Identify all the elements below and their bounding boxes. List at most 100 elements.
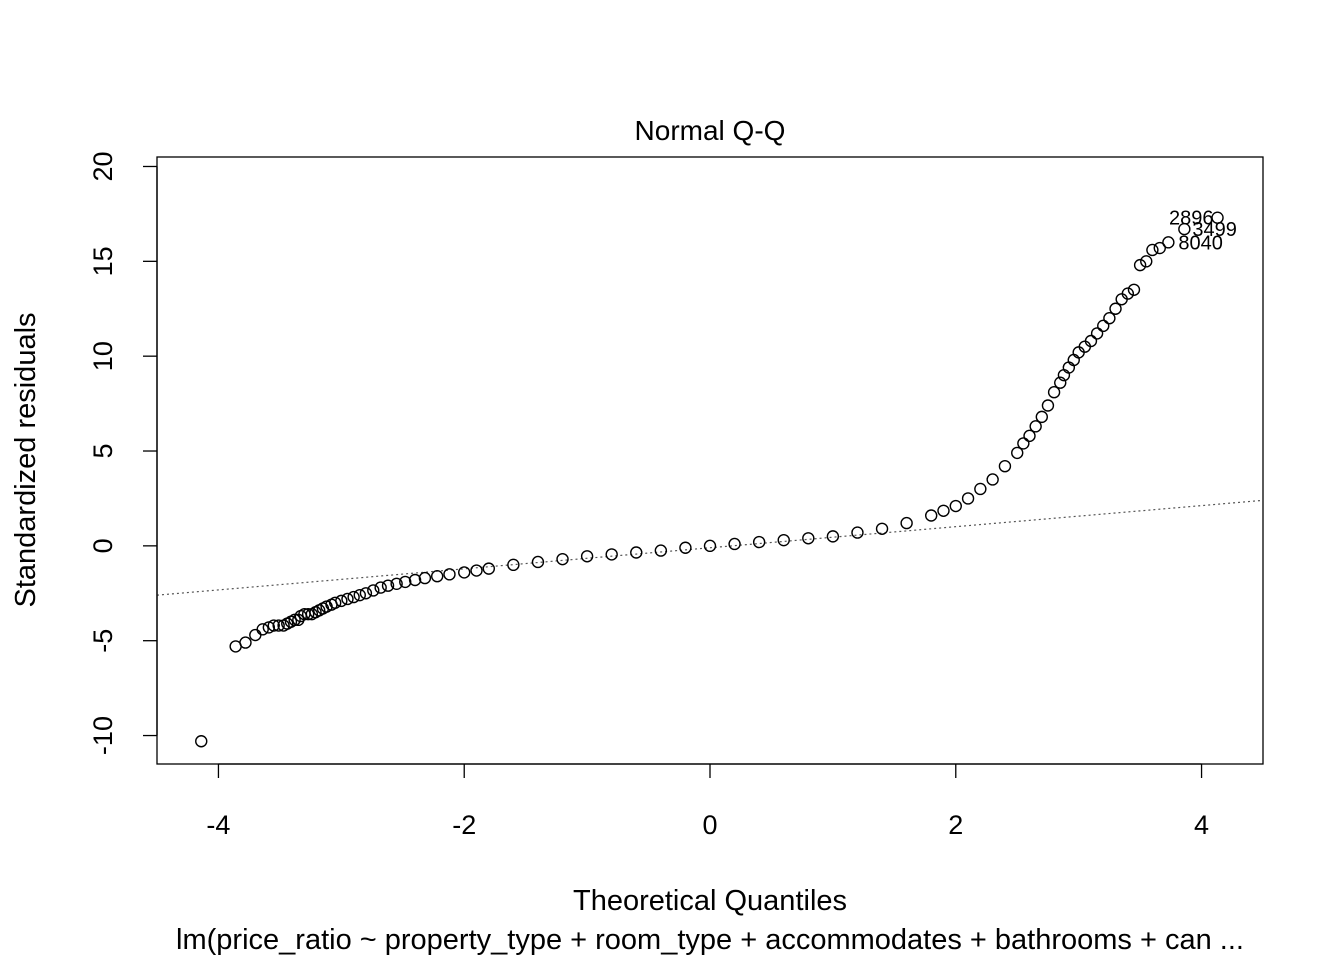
y-tick-label: -10 xyxy=(88,716,118,755)
plot-frame xyxy=(156,156,1264,765)
data-point xyxy=(458,566,471,579)
point-label: 2896 xyxy=(1169,208,1214,230)
data-point xyxy=(998,459,1012,473)
data-point xyxy=(470,564,483,577)
data-point xyxy=(531,555,545,569)
reference-line-layer xyxy=(156,499,1264,596)
data-point xyxy=(1153,241,1166,255)
data-point xyxy=(272,619,285,632)
x-axis: -4 -2 0 2 4 xyxy=(206,763,1209,840)
data-point xyxy=(256,623,269,636)
data-point xyxy=(359,587,373,600)
y-tick-label: -5 xyxy=(88,629,118,653)
data-point xyxy=(1017,437,1030,450)
data-point xyxy=(288,613,301,627)
data-point xyxy=(986,473,999,486)
data-point xyxy=(679,541,692,554)
data-point xyxy=(937,504,950,517)
data-point xyxy=(925,509,938,522)
data-point xyxy=(1084,334,1098,348)
data-point xyxy=(1109,302,1122,315)
data-point xyxy=(1127,283,1141,296)
data-point xyxy=(267,619,280,632)
data-point xyxy=(507,558,520,572)
data-point xyxy=(1211,211,1224,224)
data-point xyxy=(1090,327,1104,340)
data-point xyxy=(430,570,444,583)
data-point xyxy=(328,596,342,609)
data-point xyxy=(1054,376,1067,389)
data-point xyxy=(1011,446,1024,460)
data-point xyxy=(353,588,366,602)
data-point xyxy=(1133,258,1147,272)
data-point xyxy=(1035,410,1049,424)
reference-line xyxy=(156,499,1264,596)
data-point xyxy=(580,550,594,563)
data-point xyxy=(630,546,643,559)
data-point xyxy=(1029,420,1042,433)
data-point xyxy=(752,535,766,549)
data-point xyxy=(1162,236,1175,249)
y-axis-label: Standardized residuals xyxy=(10,312,42,607)
x-tick-label: 4 xyxy=(1194,810,1209,840)
y-tick-label: 0 xyxy=(88,538,118,553)
data-point xyxy=(654,544,668,557)
data-point xyxy=(1041,399,1055,412)
data-point xyxy=(381,579,395,592)
data-point xyxy=(605,548,618,561)
data-point xyxy=(875,522,889,535)
data-point xyxy=(418,571,432,585)
data-point xyxy=(195,735,208,748)
data-point xyxy=(728,537,741,551)
data-point xyxy=(1023,429,1036,443)
data-point xyxy=(482,562,495,575)
data-point xyxy=(974,482,987,496)
data-point xyxy=(1097,319,1110,333)
data-point xyxy=(703,539,717,553)
data-point xyxy=(802,532,815,545)
data-point xyxy=(1178,222,1191,236)
data-point xyxy=(390,577,403,590)
data-point xyxy=(374,581,387,594)
data-point xyxy=(347,590,360,604)
data-point xyxy=(1047,386,1061,399)
data-point xyxy=(408,573,422,587)
data-point xyxy=(851,526,864,539)
y-tick-label: 15 xyxy=(88,246,118,276)
data-point xyxy=(367,584,380,597)
data-point xyxy=(900,516,913,530)
x-tick-label: -2 xyxy=(452,810,476,840)
points-layer xyxy=(195,211,1224,748)
x-tick-label: -4 xyxy=(206,810,230,840)
point-label: 3499 xyxy=(1192,219,1237,241)
data-point xyxy=(335,594,348,608)
data-point xyxy=(443,568,456,581)
y-tick-label: 20 xyxy=(88,151,118,181)
data-point xyxy=(341,592,354,606)
data-point xyxy=(239,636,252,649)
data-point xyxy=(399,575,412,589)
data-point xyxy=(249,628,262,642)
chart-title: Normal Q-Q xyxy=(635,115,786,146)
y-tick-label: 10 xyxy=(88,341,118,371)
data-point xyxy=(826,530,840,543)
y-tick-label: 5 xyxy=(88,444,118,459)
data-point xyxy=(556,552,569,566)
point-label: 8040 xyxy=(1178,232,1223,254)
x-tick-label: 0 xyxy=(702,810,717,840)
data-point xyxy=(1103,312,1116,325)
data-point xyxy=(1140,255,1153,268)
x-axis-label: Theoretical Quantiles xyxy=(573,885,847,917)
data-point xyxy=(1146,243,1159,257)
x-tick-label: 2 xyxy=(948,810,963,840)
y-axis: -10 -5 0 5 10 15 20 xyxy=(88,151,158,755)
model-formula-label: lm(price_ratio ~ property_type + room_ty… xyxy=(176,924,1244,956)
data-point xyxy=(777,533,790,547)
data-point xyxy=(1121,287,1135,300)
data-point xyxy=(949,499,962,513)
data-point xyxy=(961,492,975,505)
data-point xyxy=(301,607,315,621)
